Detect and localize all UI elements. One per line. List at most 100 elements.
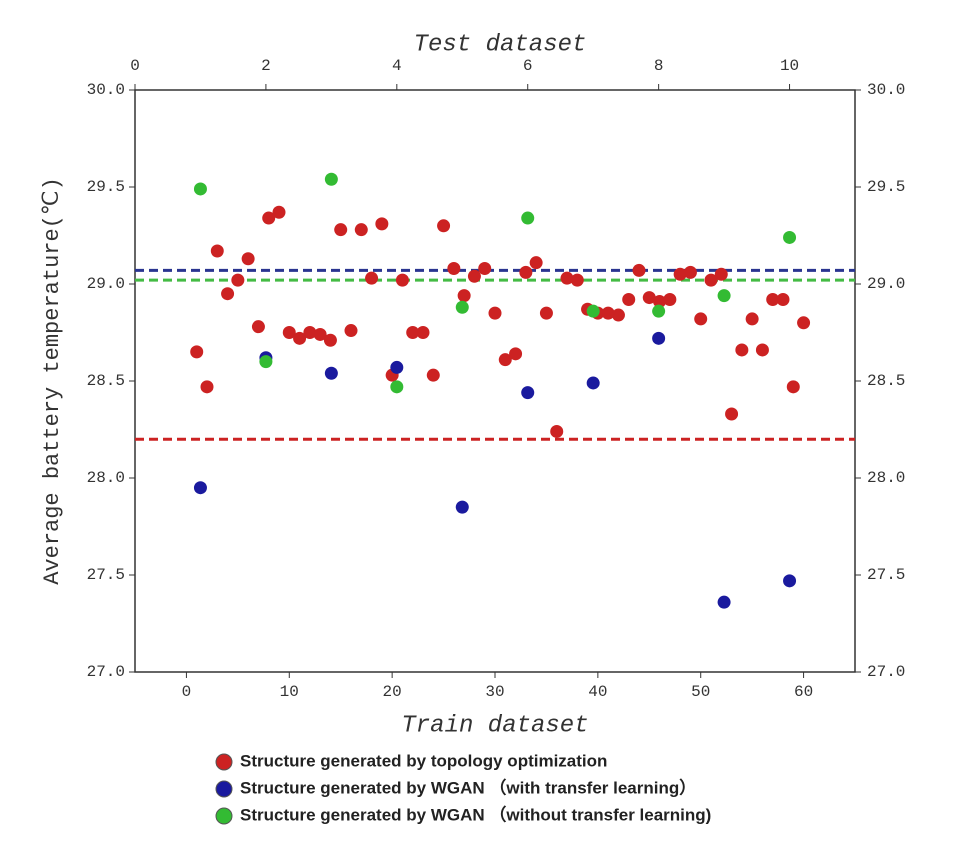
plot-frame [134,89,856,673]
y-tick-label: 28.0 [87,469,125,487]
point [521,211,535,225]
point [766,293,780,307]
point [390,360,404,374]
x-tick-label: 60 [794,683,813,701]
legend-marker [215,807,233,825]
point [455,500,469,514]
y-tick-label: 29.0 [87,275,125,293]
point [519,265,533,279]
x2-tick-label: 8 [654,57,664,75]
x2-label: Test dataset [414,31,587,58]
point [478,261,492,275]
point [200,380,214,394]
point [251,320,265,334]
point [683,265,697,279]
point [539,306,553,320]
point [313,327,327,341]
x-tick-label: 0 [182,683,192,701]
y2-tick-label: 27.5 [867,566,905,584]
y2-tick-label: 27.0 [867,663,905,681]
point [334,223,348,237]
point [694,312,708,326]
y-tick-label: 27.0 [87,663,125,681]
point [241,252,255,266]
y-tick-label: 28.5 [87,372,125,390]
legend-label: Structure generated by WGAN （with transf… [240,777,696,797]
point [354,223,368,237]
point [365,271,379,285]
point [653,294,667,308]
point [437,219,451,233]
x2-tick-label: 4 [392,57,402,75]
point [498,353,512,367]
point [488,306,502,320]
point [467,269,481,283]
point [282,326,296,339]
point [375,217,389,231]
point [586,304,600,318]
x-tick-label: 20 [383,683,402,701]
point [262,211,276,225]
point [704,273,718,287]
y2-tick-label: 29.0 [867,275,905,293]
point [642,291,656,305]
point [190,345,204,359]
point [521,386,535,400]
point [783,574,797,588]
point [550,424,564,438]
y-tick-label: 30.0 [87,81,125,99]
legend-marker [215,780,233,798]
x2-tick-label: 6 [523,57,533,75]
point [622,293,636,307]
point [632,263,646,277]
point [344,324,358,338]
point [193,481,207,495]
y2-tick-label: 28.5 [867,372,905,390]
point [755,343,769,357]
y-tick-label: 29.5 [87,178,125,196]
point [406,326,420,339]
point [390,380,404,394]
y2-tick-label: 30.0 [867,81,905,99]
x2-tick-label: 2 [261,57,271,75]
point [323,333,337,347]
point [717,595,731,609]
point [717,289,731,303]
y-tick-label: 27.5 [87,566,125,584]
x-label: Train dataset [401,712,588,739]
point [324,366,338,380]
point [455,300,469,314]
point [560,271,574,285]
point [663,293,677,307]
x-tick-label: 40 [588,683,607,701]
y-label: Average battery temperature(℃) [40,177,65,585]
point [652,304,666,318]
y2-tick-label: 28.0 [867,469,905,487]
point [231,273,245,287]
point [601,306,615,320]
point [210,244,224,258]
point [673,267,687,281]
x-tick-label: 30 [485,683,504,701]
legend-marker [215,753,233,771]
point [529,256,543,270]
point [395,273,409,287]
point [293,331,307,345]
point [416,326,430,339]
point [324,172,338,186]
point [457,289,471,303]
point [272,205,286,219]
point [652,331,666,345]
point [714,267,728,281]
point [797,316,811,330]
point [725,407,739,421]
point [193,182,207,196]
x-tick-label: 10 [280,683,299,701]
legend-label: Structure generated by topology optimiza… [240,751,607,770]
point [776,293,790,307]
point [303,326,317,339]
point [786,380,800,394]
point [259,355,273,369]
point [745,312,759,326]
